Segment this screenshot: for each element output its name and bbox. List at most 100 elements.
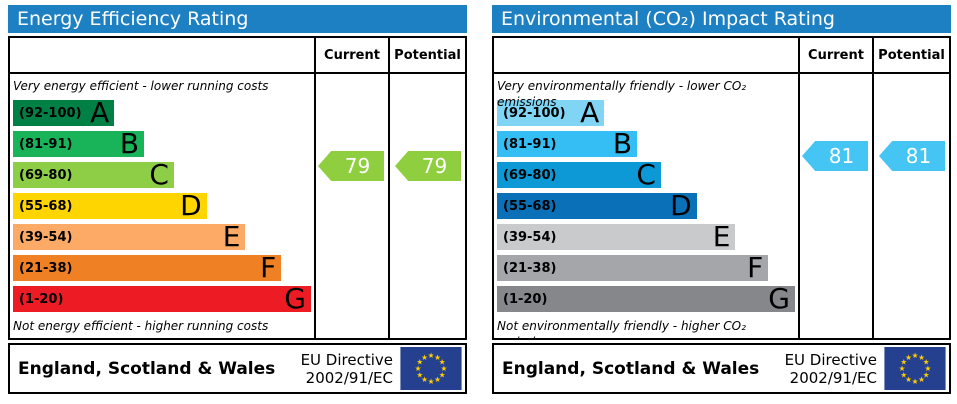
- band-letter: B: [119, 127, 140, 160]
- band-range: (1-20): [503, 291, 548, 307]
- svg-text:★: ★: [439, 358, 446, 367]
- band-range: (69-80): [19, 167, 73, 183]
- svg-text:★: ★: [421, 353, 428, 362]
- eu-directive-line2: 2002/91/EC: [305, 368, 393, 387]
- band-letter: D: [670, 189, 692, 222]
- svg-text:★: ★: [918, 375, 925, 384]
- current-arrow-cell: 79: [314, 74, 388, 338]
- band-letter: C: [636, 158, 656, 191]
- svg-text:★: ★: [428, 351, 435, 360]
- eu-directive-label: EU Directive 2002/91/EC: [301, 351, 393, 387]
- region-label: England, Scotland & Wales: [18, 358, 276, 379]
- svg-text:★: ★: [924, 364, 931, 373]
- band-c: (69-80) C: [497, 158, 661, 191]
- potential-rating-arrow: 81: [879, 141, 945, 171]
- band-e: (39-54) E: [13, 220, 246, 253]
- environment-band-chart: Very environmentally friendly - lower CO…: [494, 74, 798, 338]
- band-letter: G: [768, 282, 790, 315]
- top-note: Very energy efficient - lower running co…: [13, 79, 269, 93]
- environment-rating-table: Current Potential Very environmentally f…: [492, 36, 951, 340]
- svg-text:★: ★: [428, 377, 435, 386]
- header-spacer: [494, 38, 798, 74]
- band-b: (81-91) B: [13, 127, 145, 160]
- svg-text:★: ★: [923, 370, 930, 379]
- band-letter: F: [260, 251, 277, 284]
- potential-rating-value: 81: [905, 144, 932, 168]
- band-range: (1-20): [19, 291, 64, 307]
- band-g: (1-20) G: [497, 282, 795, 315]
- epc-charts: Energy Efficiency Rating Current Potenti…: [8, 5, 951, 394]
- band-b: (81-91) B: [497, 127, 638, 160]
- eu-directive-line1: EU Directive: [784, 350, 877, 369]
- top-note: Very environmentally friendly - lower CO…: [497, 79, 747, 109]
- svg-text:★: ★: [439, 370, 446, 379]
- eu-flag-icon: ★ ★★ ★★★ ★★★ ★★★: [884, 347, 946, 390]
- current-rating-value: 79: [344, 154, 371, 178]
- energy-panel-title: Energy Efficiency Rating: [8, 5, 467, 33]
- band-range: (69-80): [503, 167, 557, 183]
- potential-rating-arrow: 79: [395, 151, 461, 181]
- band-range: (21-38): [19, 260, 73, 276]
- svg-text:★: ★: [415, 364, 422, 373]
- band-letter: A: [90, 96, 110, 129]
- energy-band-chart: Very energy efficient - lower running co…: [10, 74, 314, 338]
- eu-flag-icon: ★ ★★ ★★★ ★★★ ★★★: [400, 347, 462, 390]
- band-range: (39-54): [19, 229, 73, 245]
- svg-text:★: ★: [434, 353, 441, 362]
- band-f: (21-38) F: [13, 251, 282, 284]
- environment-footer: England, Scotland & Wales EU Directive 2…: [492, 343, 951, 394]
- potential-rating-value: 79: [421, 154, 448, 178]
- header-spacer: [10, 38, 314, 74]
- band-range: (92-100): [503, 105, 566, 121]
- current-rating-arrow: 79: [318, 151, 384, 181]
- svg-text:★: ★: [905, 375, 912, 384]
- svg-text:★: ★: [923, 358, 930, 367]
- band-d: (55-68) D: [13, 189, 207, 222]
- potential-column-header: Potential: [872, 38, 949, 74]
- bottom-note: Not environmentally friendly - higher CO…: [497, 319, 746, 338]
- svg-text:★: ★: [900, 370, 907, 379]
- svg-text:★: ★: [421, 375, 428, 384]
- environment-panel-title: Environmental (CO₂) Impact Rating: [492, 5, 951, 33]
- band-letter: B: [612, 127, 633, 160]
- band-range: (39-54): [503, 229, 557, 245]
- current-rating-value: 81: [828, 144, 855, 168]
- svg-text:★: ★: [900, 358, 907, 367]
- svg-text:★: ★: [416, 370, 423, 379]
- band-c: (69-80) C: [13, 161, 174, 189]
- region-label: England, Scotland & Wales: [502, 358, 760, 379]
- band-letter: E: [222, 220, 241, 253]
- band-range: (55-68): [503, 198, 557, 214]
- svg-text:★: ★: [899, 364, 906, 373]
- band-d: (55-68) D: [497, 189, 697, 222]
- eu-directive-line2: 2002/91/EC: [789, 368, 877, 387]
- current-arrow-cell: 81: [798, 74, 872, 338]
- band-g: (1-20) G: [13, 282, 311, 315]
- band-letter: F: [747, 251, 764, 284]
- energy-rating-table: Current Potential Very energy efficient …: [8, 36, 467, 340]
- current-column-header: Current: [314, 38, 388, 74]
- energy-efficiency-panel: Energy Efficiency Rating Current Potenti…: [8, 5, 467, 394]
- band-range: (81-91): [19, 136, 73, 152]
- svg-text:★: ★: [905, 353, 912, 362]
- band-range: (21-38): [503, 260, 557, 276]
- bottom-note: Not energy efficient - higher running co…: [13, 319, 269, 333]
- band-range: (92-100): [19, 105, 82, 121]
- environmental-impact-panel: Environmental (CO₂) Impact Rating Curren…: [492, 5, 951, 394]
- eu-directive-line1: EU Directive: [300, 350, 393, 369]
- svg-text:★: ★: [912, 351, 919, 360]
- svg-text:★: ★: [440, 364, 447, 373]
- band-letter: A: [580, 96, 600, 129]
- band-a: (92-100) A: [13, 96, 115, 129]
- band-letter: E: [712, 220, 731, 253]
- band-letter: G: [284, 282, 306, 315]
- svg-text:★: ★: [434, 375, 441, 384]
- band-a: (92-100) A: [497, 96, 605, 129]
- potential-arrow-cell: 79: [388, 74, 465, 338]
- band-e: (39-54) E: [497, 220, 736, 253]
- band-range: (81-91): [503, 136, 557, 152]
- eu-directive-label: EU Directive 2002/91/EC: [785, 351, 877, 387]
- band-range: (55-68): [19, 198, 73, 214]
- potential-column-header: Potential: [388, 38, 465, 74]
- band-letter: D: [180, 189, 202, 222]
